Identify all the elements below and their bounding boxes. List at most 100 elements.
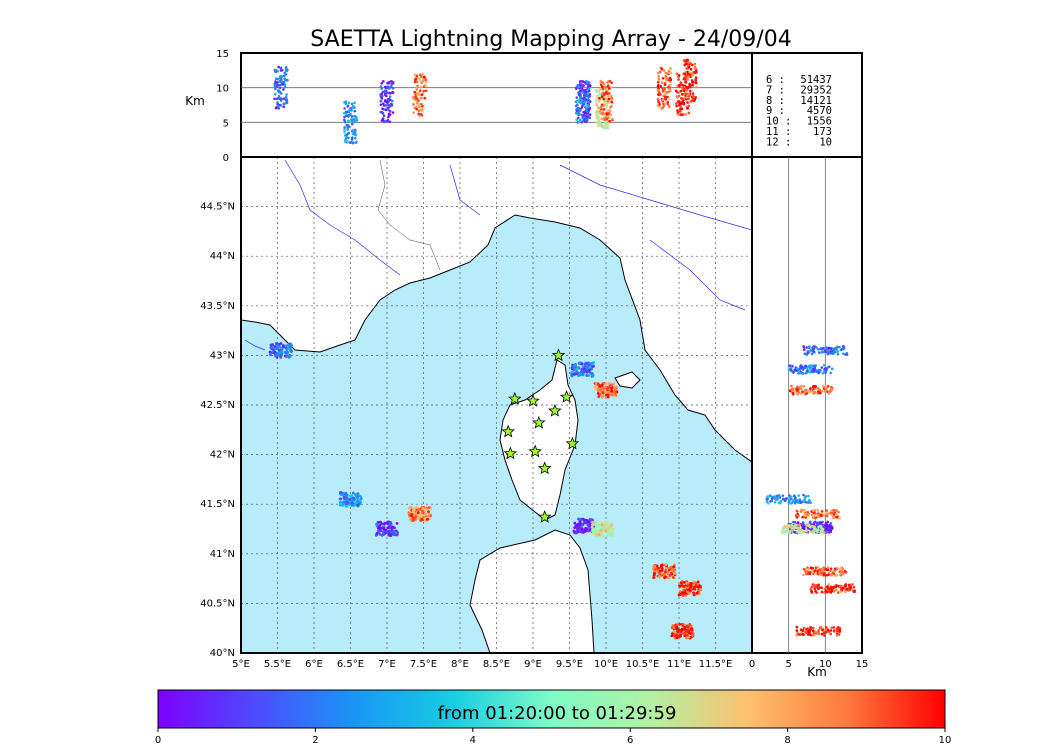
altitude-point [664, 90, 668, 94]
side-point [781, 497, 785, 501]
lightning-point [696, 583, 700, 586]
altitude-point [275, 97, 279, 101]
side-point [829, 587, 833, 591]
altitude-point [596, 90, 599, 94]
side-point [817, 351, 821, 354]
lightning-point [671, 575, 675, 579]
side-point [794, 496, 797, 500]
altitude-point [413, 73, 417, 76]
altitude-point [685, 96, 688, 99]
lightning-point [660, 569, 664, 573]
side-point [822, 514, 825, 517]
altitude-point [669, 67, 672, 70]
lightning-point [382, 533, 385, 536]
altitude-point [689, 68, 693, 71]
altitude-point [580, 84, 584, 88]
side-points [765, 344, 856, 637]
lightning-point [386, 526, 390, 530]
altitude-point [279, 83, 282, 87]
altitude-point [684, 81, 688, 84]
altitude-point [602, 108, 606, 111]
altitude-point [414, 95, 418, 99]
lightning-point [676, 630, 680, 633]
side-x-tick-label: 10 [819, 659, 832, 670]
altitude-point [606, 108, 610, 112]
lightning-point [604, 381, 608, 385]
side-point [799, 528, 803, 532]
altitude-point [420, 93, 424, 96]
lightning-point [599, 529, 603, 532]
altitude-point [413, 80, 417, 84]
side-point [825, 514, 829, 518]
lightning-point [598, 523, 601, 527]
altitude-point [657, 77, 661, 81]
alt-y-tick-label: 0 [223, 153, 229, 164]
side-point [817, 348, 820, 351]
side-point [791, 364, 794, 368]
side-point [822, 572, 826, 575]
altitude-point [583, 92, 587, 96]
side-point [814, 630, 817, 633]
side-point [830, 388, 834, 391]
altitude-point [345, 135, 349, 139]
station-markers [501, 348, 580, 523]
altitude-point [660, 81, 664, 84]
altitude-point [576, 116, 580, 120]
side-point [820, 366, 824, 369]
side-point [832, 570, 835, 574]
side-point [793, 520, 797, 524]
side-point [835, 515, 838, 519]
altitude-point [388, 113, 392, 117]
altitude-point [669, 71, 672, 75]
lightning-point [588, 523, 592, 527]
side-point [829, 509, 833, 513]
side-point [826, 566, 830, 569]
altitude-point [387, 108, 390, 112]
altitude-point [588, 84, 592, 88]
side-point [799, 371, 803, 375]
lightning-point [691, 632, 695, 636]
side-point [827, 527, 831, 530]
lightning-point [603, 385, 607, 389]
altitude-point [585, 82, 588, 86]
side-point [835, 573, 839, 577]
land-masses [241, 157, 752, 653]
lightning-point [660, 571, 664, 575]
side-point [819, 521, 823, 525]
lightning-point [359, 497, 363, 500]
altitude-panel: Km 0 5 10 15 [185, 49, 753, 164]
altitude-point [663, 81, 667, 85]
lightning-point [280, 350, 284, 354]
lightning-point [679, 581, 683, 585]
count-label: 11 : [766, 126, 791, 138]
side-point [809, 367, 812, 371]
side-point [824, 371, 827, 374]
side-point [769, 500, 772, 503]
altitude-point [685, 59, 689, 62]
altitude-point [584, 105, 587, 109]
side-point [798, 523, 801, 527]
altitude-point [597, 115, 601, 118]
lightning-point [284, 350, 288, 354]
station-star-icon [507, 391, 522, 405]
side-point [779, 499, 783, 503]
altitude-point [415, 107, 418, 111]
alt-y-tick-label: 10 [216, 84, 229, 95]
side-point [799, 392, 803, 395]
side-point [796, 389, 799, 392]
altitude-point [679, 81, 683, 84]
side-panel: 0 5 10 15 Km [749, 156, 868, 679]
side-point [805, 524, 809, 527]
station-star-icon [559, 389, 574, 403]
side-point [811, 346, 814, 349]
altitude-point [343, 120, 347, 123]
lightning-point [428, 516, 432, 520]
altitude-point [588, 93, 592, 96]
altitude-y-ticks: 0 5 10 15 [216, 49, 229, 164]
lightning-point [670, 569, 674, 573]
lightning-point [694, 581, 698, 585]
side-point [817, 586, 821, 589]
side-point [821, 528, 825, 531]
altitude-point [578, 118, 582, 122]
altitude-point [578, 109, 582, 113]
